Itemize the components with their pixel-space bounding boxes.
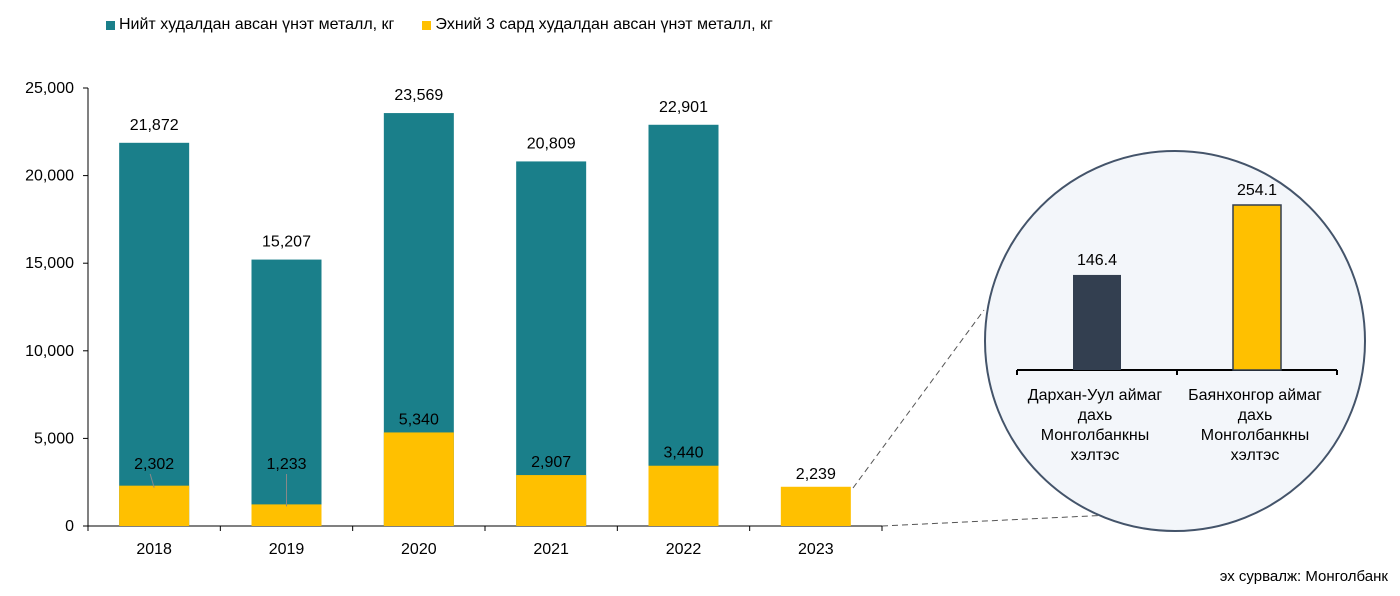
legend-label: Нийт худалдан авсан үнэт металл, кг [119, 16, 395, 33]
data-label-q1: 2,302 [134, 456, 174, 473]
bar-q1 [648, 465, 719, 526]
legend-swatch [106, 20, 115, 30]
y-tick-label: 25,000 [25, 80, 74, 97]
inset-category-label: хэлтэс [1231, 447, 1280, 464]
x-tick-label: 2019 [269, 541, 305, 558]
bar-q1 [516, 475, 587, 526]
x-tick-label: 2023 [798, 541, 834, 558]
inset-category-label: Дархан-Уул аймаг [1028, 387, 1163, 404]
bar-total [648, 124, 719, 527]
inset-bar [1073, 274, 1121, 370]
inset-category-label: Баянхонгор аймаг [1188, 387, 1322, 404]
x-tick-label: 2021 [533, 541, 569, 558]
data-label-q1: 3,440 [663, 445, 703, 462]
inset-category-label: хэлтэс [1071, 447, 1120, 464]
data-label-total: 23,569 [394, 87, 443, 104]
leader-line [149, 473, 155, 488]
inset-category-label: Монголбанкны [1201, 427, 1309, 444]
bar-total [119, 142, 190, 527]
y-tick-label: 15,000 [25, 255, 74, 272]
inset-category-label: дахь [1238, 407, 1273, 424]
data-label-q1: 2,907 [531, 454, 571, 471]
data-label-total: 22,901 [659, 99, 708, 116]
data-label-total: 21,872 [130, 117, 179, 134]
source-note: эх сурвалж: Монголбанк [1219, 568, 1388, 585]
bar-q1 [251, 504, 322, 526]
data-label-q1: 1,233 [266, 456, 306, 473]
x-tick-label: 2022 [666, 541, 702, 558]
legend-swatch [422, 20, 432, 30]
inset-category-label: дахь [1078, 407, 1113, 424]
bar-q1 [383, 432, 454, 526]
y-tick-label: 5,000 [34, 430, 74, 447]
inset-data-label: 254.1 [1237, 182, 1277, 199]
connector-line [881, 514, 1111, 527]
inset-circle [984, 150, 1366, 532]
legend-item-total: Нийт худалдан авсан үнэт металл, кг [106, 16, 394, 34]
y-tick-label: 20,000 [25, 168, 74, 185]
legend-item-q1: Эхний 3 сард худалдан авсан үнэт металл,… [422, 16, 773, 34]
legend-label: Эхний 3 сард худалдан авсан үнэт металл,… [435, 16, 773, 33]
inset-category-label: Монголбанкны [1041, 427, 1149, 444]
bar-total [516, 161, 587, 526]
y-tick-label: 0 [65, 518, 74, 535]
data-label-total: 15,207 [262, 234, 311, 251]
data-label-total: 20,809 [527, 135, 576, 152]
connector-line [852, 309, 985, 489]
data-label-q1: 2,239 [796, 466, 836, 483]
x-tick-label: 2018 [136, 541, 172, 558]
bar-q1 [780, 486, 851, 526]
y-tick-label: 10,000 [25, 343, 74, 360]
inset-data-label: 146.4 [1077, 252, 1117, 269]
data-label-q1: 5,340 [399, 411, 439, 428]
inset-bar [1232, 204, 1282, 371]
legend: Нийт худалдан авсан үнэт металл, кг Эхни… [106, 16, 773, 34]
x-tick-label: 2020 [401, 541, 437, 558]
bar-q1 [119, 485, 190, 526]
